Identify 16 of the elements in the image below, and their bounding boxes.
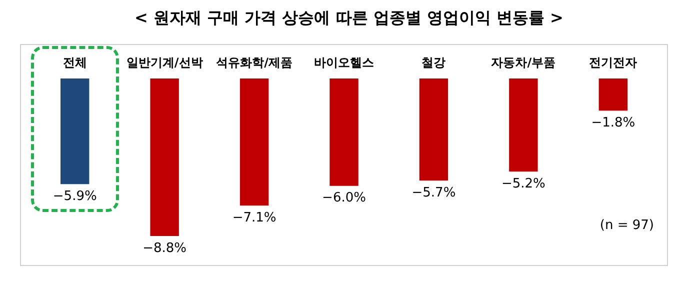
x-tick-label: 바이오헬스 bbox=[314, 55, 374, 70]
data-label: −5.2% bbox=[501, 176, 546, 192]
x-tick-label: 석유화학/제품 bbox=[216, 55, 292, 70]
x-tick-label: 전체 bbox=[62, 55, 87, 70]
data-label: −1.8% bbox=[591, 116, 636, 131]
data-label: −6.0% bbox=[322, 190, 366, 206]
x-tick-label: 전기전자 bbox=[589, 55, 638, 70]
chart-title: < 원자재 구매 가격 상승에 따른 업종별 영업이익 변동률 > bbox=[134, 8, 564, 29]
x-tick-label: 철강 bbox=[422, 55, 446, 70]
x-tick-label: 자동차/부품 bbox=[491, 55, 556, 70]
data-label: −7.1% bbox=[232, 210, 276, 226]
data-label: −5.9% bbox=[52, 188, 97, 204]
data-label: −5.7% bbox=[412, 185, 456, 200]
x-tick-label: 일반기계/선박 bbox=[126, 55, 203, 70]
data-label: −8.8% bbox=[142, 240, 187, 256]
annotation: (n = 97) bbox=[600, 218, 654, 233]
